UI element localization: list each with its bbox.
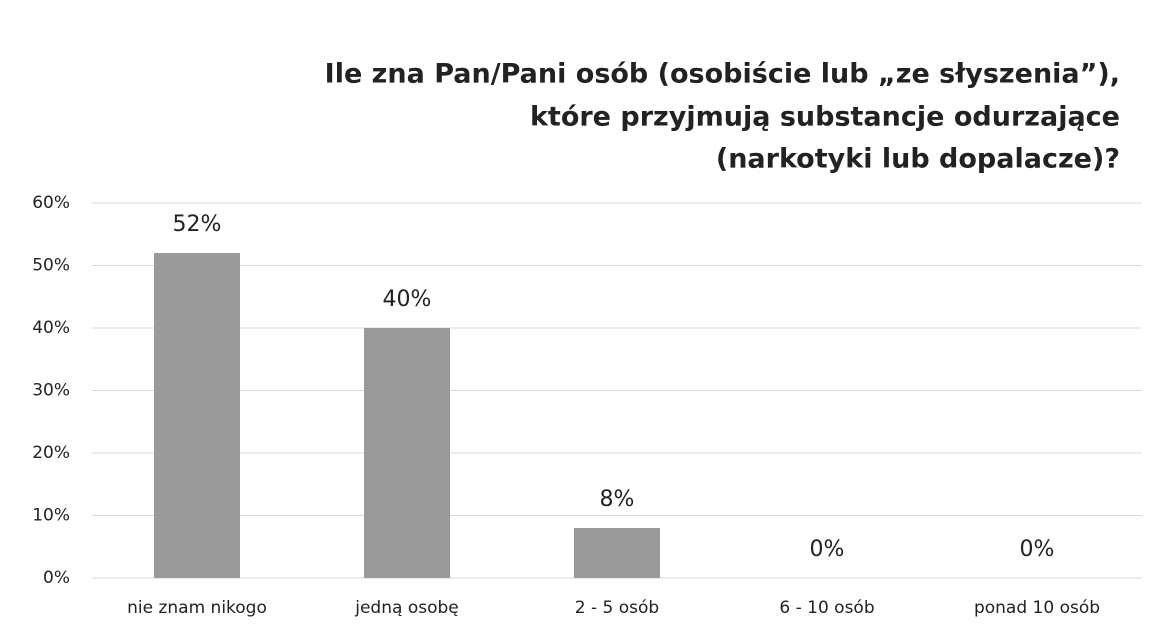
bar bbox=[154, 253, 240, 578]
bar bbox=[364, 328, 450, 578]
bar bbox=[574, 528, 660, 578]
chart-title: (narkotyki lub dopalacze)? bbox=[716, 144, 1120, 175]
x-tick-label: 2 - 5 osób bbox=[575, 598, 659, 618]
x-tick-label: ponad 10 osób bbox=[974, 598, 1100, 618]
y-tick-label: 40% bbox=[32, 318, 70, 338]
y-tick-label: 0% bbox=[43, 568, 70, 588]
x-tick-label: jedną osobę bbox=[354, 598, 458, 618]
value-label: 8% bbox=[600, 487, 635, 512]
value-label: 0% bbox=[810, 537, 845, 562]
value-label: 52% bbox=[173, 212, 222, 237]
value-label: 40% bbox=[383, 287, 432, 312]
chart-title: które przyjmują substancje odurzające bbox=[530, 102, 1120, 133]
chart-title: Ile zna Pan/Pani osób (osobiście lub „ze… bbox=[325, 59, 1120, 90]
x-tick-label: nie znam nikogo bbox=[127, 598, 267, 618]
y-tick-label: 30% bbox=[32, 381, 70, 401]
y-tick-label: 60% bbox=[32, 193, 70, 213]
x-tick-label: 6 - 10 osób bbox=[779, 598, 874, 618]
y-tick-label: 20% bbox=[32, 443, 70, 463]
y-tick-label: 50% bbox=[32, 256, 70, 276]
y-tick-label: 10% bbox=[32, 506, 70, 526]
value-label: 0% bbox=[1020, 537, 1055, 562]
